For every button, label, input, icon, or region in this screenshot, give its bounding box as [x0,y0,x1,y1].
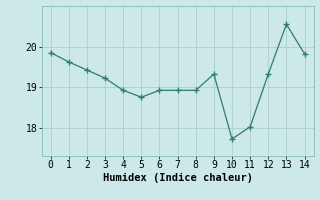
X-axis label: Humidex (Indice chaleur): Humidex (Indice chaleur) [103,173,252,183]
